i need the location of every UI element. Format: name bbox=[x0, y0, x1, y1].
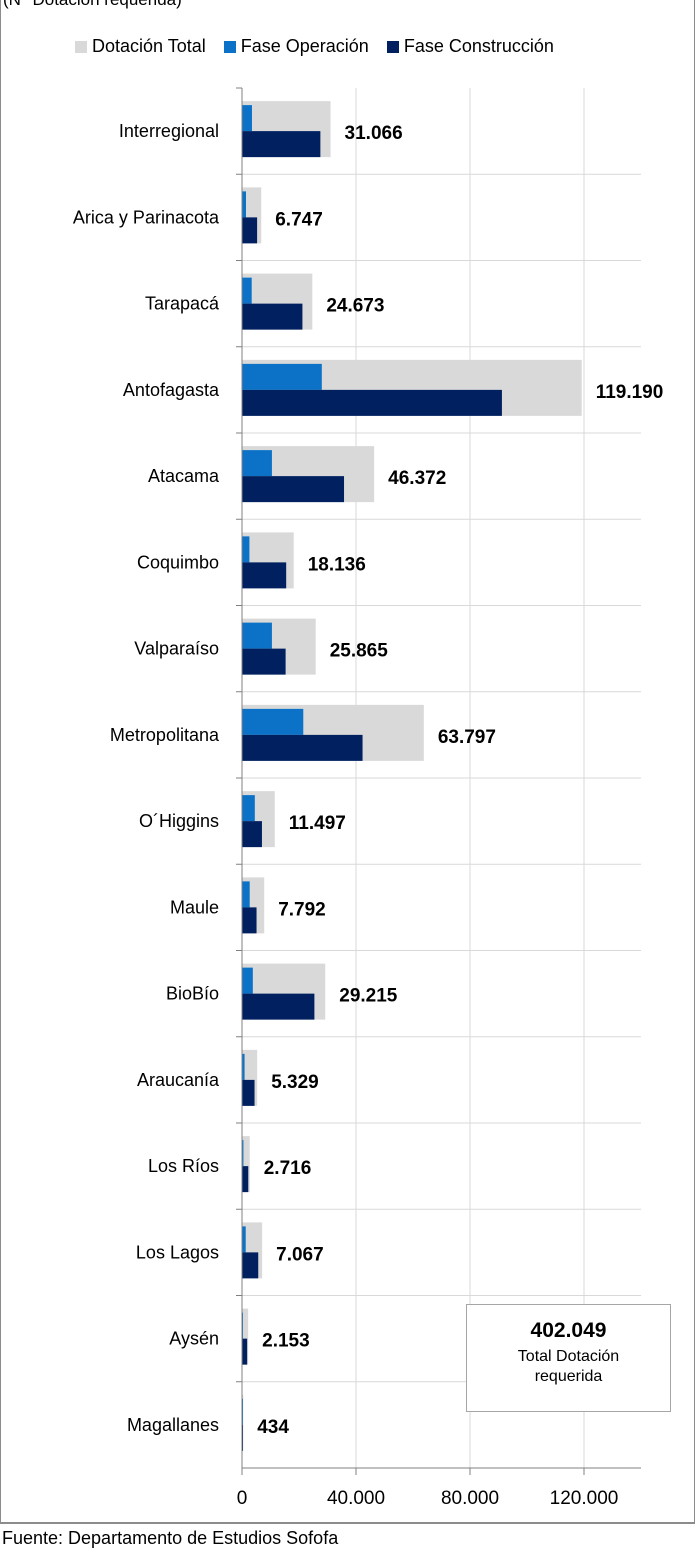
data-label: 31.066 bbox=[345, 123, 403, 144]
category-label: Antofagasta bbox=[123, 380, 220, 400]
data-label: 18.136 bbox=[308, 554, 366, 575]
bar-operation bbox=[242, 1226, 246, 1253]
total-label: Total Dotación requerida bbox=[517, 1348, 620, 1385]
category-label: Valparaíso bbox=[134, 639, 219, 659]
data-label: 11.497 bbox=[289, 813, 346, 834]
data-label: 434 bbox=[257, 1417, 289, 1438]
category-label: Coquimbo bbox=[137, 552, 219, 572]
footer-divider bbox=[0, 1523, 695, 1524]
category-label: Metropolitana bbox=[110, 725, 220, 745]
data-label: 7.067 bbox=[276, 1244, 324, 1265]
legend-item-construction: Fase Construcción bbox=[386, 36, 554, 57]
bar-total bbox=[242, 1136, 250, 1193]
total-callout-box: 402.049 Total Dotación requerida bbox=[466, 1304, 671, 1412]
category-label: Atacama bbox=[148, 466, 220, 486]
category-label: Arica y Parinacota bbox=[73, 207, 220, 227]
bar-construction bbox=[242, 1079, 255, 1106]
data-label: 119.190 bbox=[596, 382, 664, 403]
chart-subtitle: (N° Dotación requerida) bbox=[3, 0, 182, 10]
chart-frame: (N° Dotación requerida) Dotación Total F… bbox=[0, 0, 695, 1523]
data-label: 25.865 bbox=[330, 641, 389, 662]
bar-total bbox=[242, 1308, 249, 1365]
source-note: Fuente: Departamento de Estudios Sofofa bbox=[2, 1528, 339, 1548]
bar-construction bbox=[242, 1338, 248, 1365]
legend-label-operation: Fase Operación bbox=[240, 36, 369, 56]
bar-operation bbox=[242, 881, 250, 908]
bar-construction bbox=[242, 1166, 249, 1193]
bar-operation bbox=[242, 277, 252, 304]
bar-operation bbox=[242, 363, 322, 390]
bar-construction bbox=[242, 217, 258, 244]
bar-construction bbox=[242, 562, 287, 589]
category-label: Interregional bbox=[119, 121, 219, 141]
bar-operation bbox=[242, 105, 252, 132]
category-label: Maule bbox=[170, 897, 219, 917]
bar-construction bbox=[242, 821, 262, 848]
data-label: 7.792 bbox=[278, 899, 326, 920]
data-label: 6.747 bbox=[275, 209, 323, 230]
total-value: 402.049 bbox=[530, 1319, 607, 1342]
bar-construction bbox=[242, 993, 315, 1020]
category-label: O´Higgins bbox=[139, 811, 219, 831]
bar-construction bbox=[242, 907, 257, 934]
legend-item-operation: Fase Operación bbox=[223, 36, 369, 57]
x-tick-label: 40.000 bbox=[327, 1488, 385, 1509]
x-tick-label: 120.000 bbox=[550, 1488, 619, 1509]
data-label: 63.797 bbox=[438, 727, 496, 748]
category-label: Los Lagos bbox=[136, 1242, 219, 1262]
bar-construction bbox=[242, 389, 502, 416]
legend-swatch-operation bbox=[223, 40, 236, 53]
bar-operation bbox=[242, 967, 253, 994]
data-label: 29.215 bbox=[339, 986, 398, 1007]
category-label: Magallanes bbox=[127, 1415, 219, 1435]
bar-construction bbox=[242, 1252, 259, 1279]
bar-operation bbox=[242, 708, 304, 735]
legend-item-total: Dotación Total bbox=[75, 36, 206, 57]
bar-operation bbox=[242, 450, 272, 477]
bar-construction bbox=[242, 476, 345, 503]
data-label: 2.716 bbox=[264, 1158, 312, 1179]
bar-construction bbox=[242, 131, 321, 158]
bar-construction bbox=[242, 303, 303, 330]
data-label: 46.372 bbox=[388, 468, 446, 489]
x-tick-label: 0 bbox=[237, 1488, 248, 1509]
legend-swatch-total bbox=[75, 40, 87, 53]
data-label: 24.673 bbox=[326, 296, 384, 317]
category-label: Los Ríos bbox=[148, 1156, 219, 1176]
data-label: 2.153 bbox=[262, 1331, 310, 1352]
legend-swatch-construction bbox=[386, 40, 399, 53]
bar-construction bbox=[242, 648, 286, 675]
bar-construction bbox=[242, 734, 363, 761]
category-label: Araucanía bbox=[137, 1070, 220, 1090]
bar-operation bbox=[242, 536, 250, 563]
bar-operation bbox=[242, 191, 246, 218]
bar-chart: Interregional 31.066 Arica y Parinacota 6.7… bbox=[73, 87, 664, 1509]
legend-label-total: Dotación Total bbox=[92, 36, 206, 56]
x-tick-label: 80.000 bbox=[441, 1488, 499, 1509]
data-label: 5.329 bbox=[271, 1072, 319, 1093]
bar-operation bbox=[242, 1140, 244, 1167]
bar-operation bbox=[242, 622, 272, 649]
bar-operation bbox=[242, 795, 255, 822]
legend-label-construction: Fase Construcción bbox=[403, 36, 554, 56]
category-label: Tarapacá bbox=[145, 294, 220, 314]
category-label: Aysén bbox=[169, 1329, 219, 1349]
chart-legend: Dotación Total Fase Operación Fase Const… bbox=[75, 36, 554, 57]
bar-operation bbox=[242, 1053, 245, 1080]
category-label: BioBío bbox=[166, 984, 219, 1004]
